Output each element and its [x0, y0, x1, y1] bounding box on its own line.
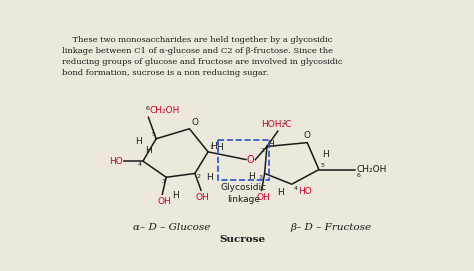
Text: OH: OH [196, 193, 210, 202]
Text: 4: 4 [138, 162, 142, 167]
Text: O: O [192, 118, 199, 127]
Text: CH₂OH: CH₂OH [150, 106, 180, 115]
Text: 3: 3 [258, 175, 262, 180]
Text: H: H [210, 142, 217, 151]
Text: H: H [277, 188, 284, 197]
Text: H: H [322, 150, 328, 159]
Text: OH: OH [256, 193, 270, 202]
Text: O: O [247, 154, 255, 164]
Text: These two monosaccharides are held together by a glycosidic: These two monosaccharides are held toget… [63, 36, 333, 44]
Text: 2: 2 [196, 174, 201, 179]
Bar [218, 140, 268, 180]
Text: HOH₂C: HOH₂C [261, 120, 291, 129]
Text: H: H [145, 147, 152, 156]
Text: 3: 3 [162, 179, 165, 184]
Text: O: O [304, 131, 311, 140]
Text: reducing groups of glucose and fructose are involved in glycosidic: reducing groups of glucose and fructose … [63, 58, 343, 66]
Text: CH₂OH: CH₂OH [357, 165, 387, 174]
Text: Sucrose: Sucrose [220, 235, 266, 244]
Text: H: H [173, 191, 179, 200]
Text: β– D – Fructose: β– D – Fructose [290, 224, 371, 233]
Text: OH: OH [157, 197, 171, 206]
Text: HO: HO [109, 157, 123, 166]
Text: HO: HO [298, 186, 312, 195]
Text: Glycosidic
linkage: Glycosidic linkage [220, 183, 266, 204]
Text: α– D – Glucose: α– D – Glucose [133, 224, 210, 233]
Text: 1: 1 [210, 145, 213, 150]
Text: H: H [216, 143, 223, 152]
Text: 5: 5 [320, 163, 324, 168]
Text: linkage between C1 of α-glucose and C2 of β-fructose. Since the: linkage between C1 of α-glucose and C2 o… [63, 47, 333, 55]
Text: 5: 5 [152, 132, 155, 137]
Text: 6: 6 [357, 173, 361, 178]
Text: H: H [136, 137, 142, 146]
Text: H: H [267, 140, 273, 149]
Text: 1: 1 [283, 120, 286, 125]
Text: H: H [206, 173, 212, 182]
Text: 6: 6 [145, 105, 149, 111]
Text: 4: 4 [293, 186, 297, 191]
Text: H: H [248, 172, 255, 181]
Text: bond formation, sucrose is a non reducing sugar.: bond formation, sucrose is a non reducin… [63, 69, 269, 77]
Text: 2: 2 [261, 148, 264, 153]
